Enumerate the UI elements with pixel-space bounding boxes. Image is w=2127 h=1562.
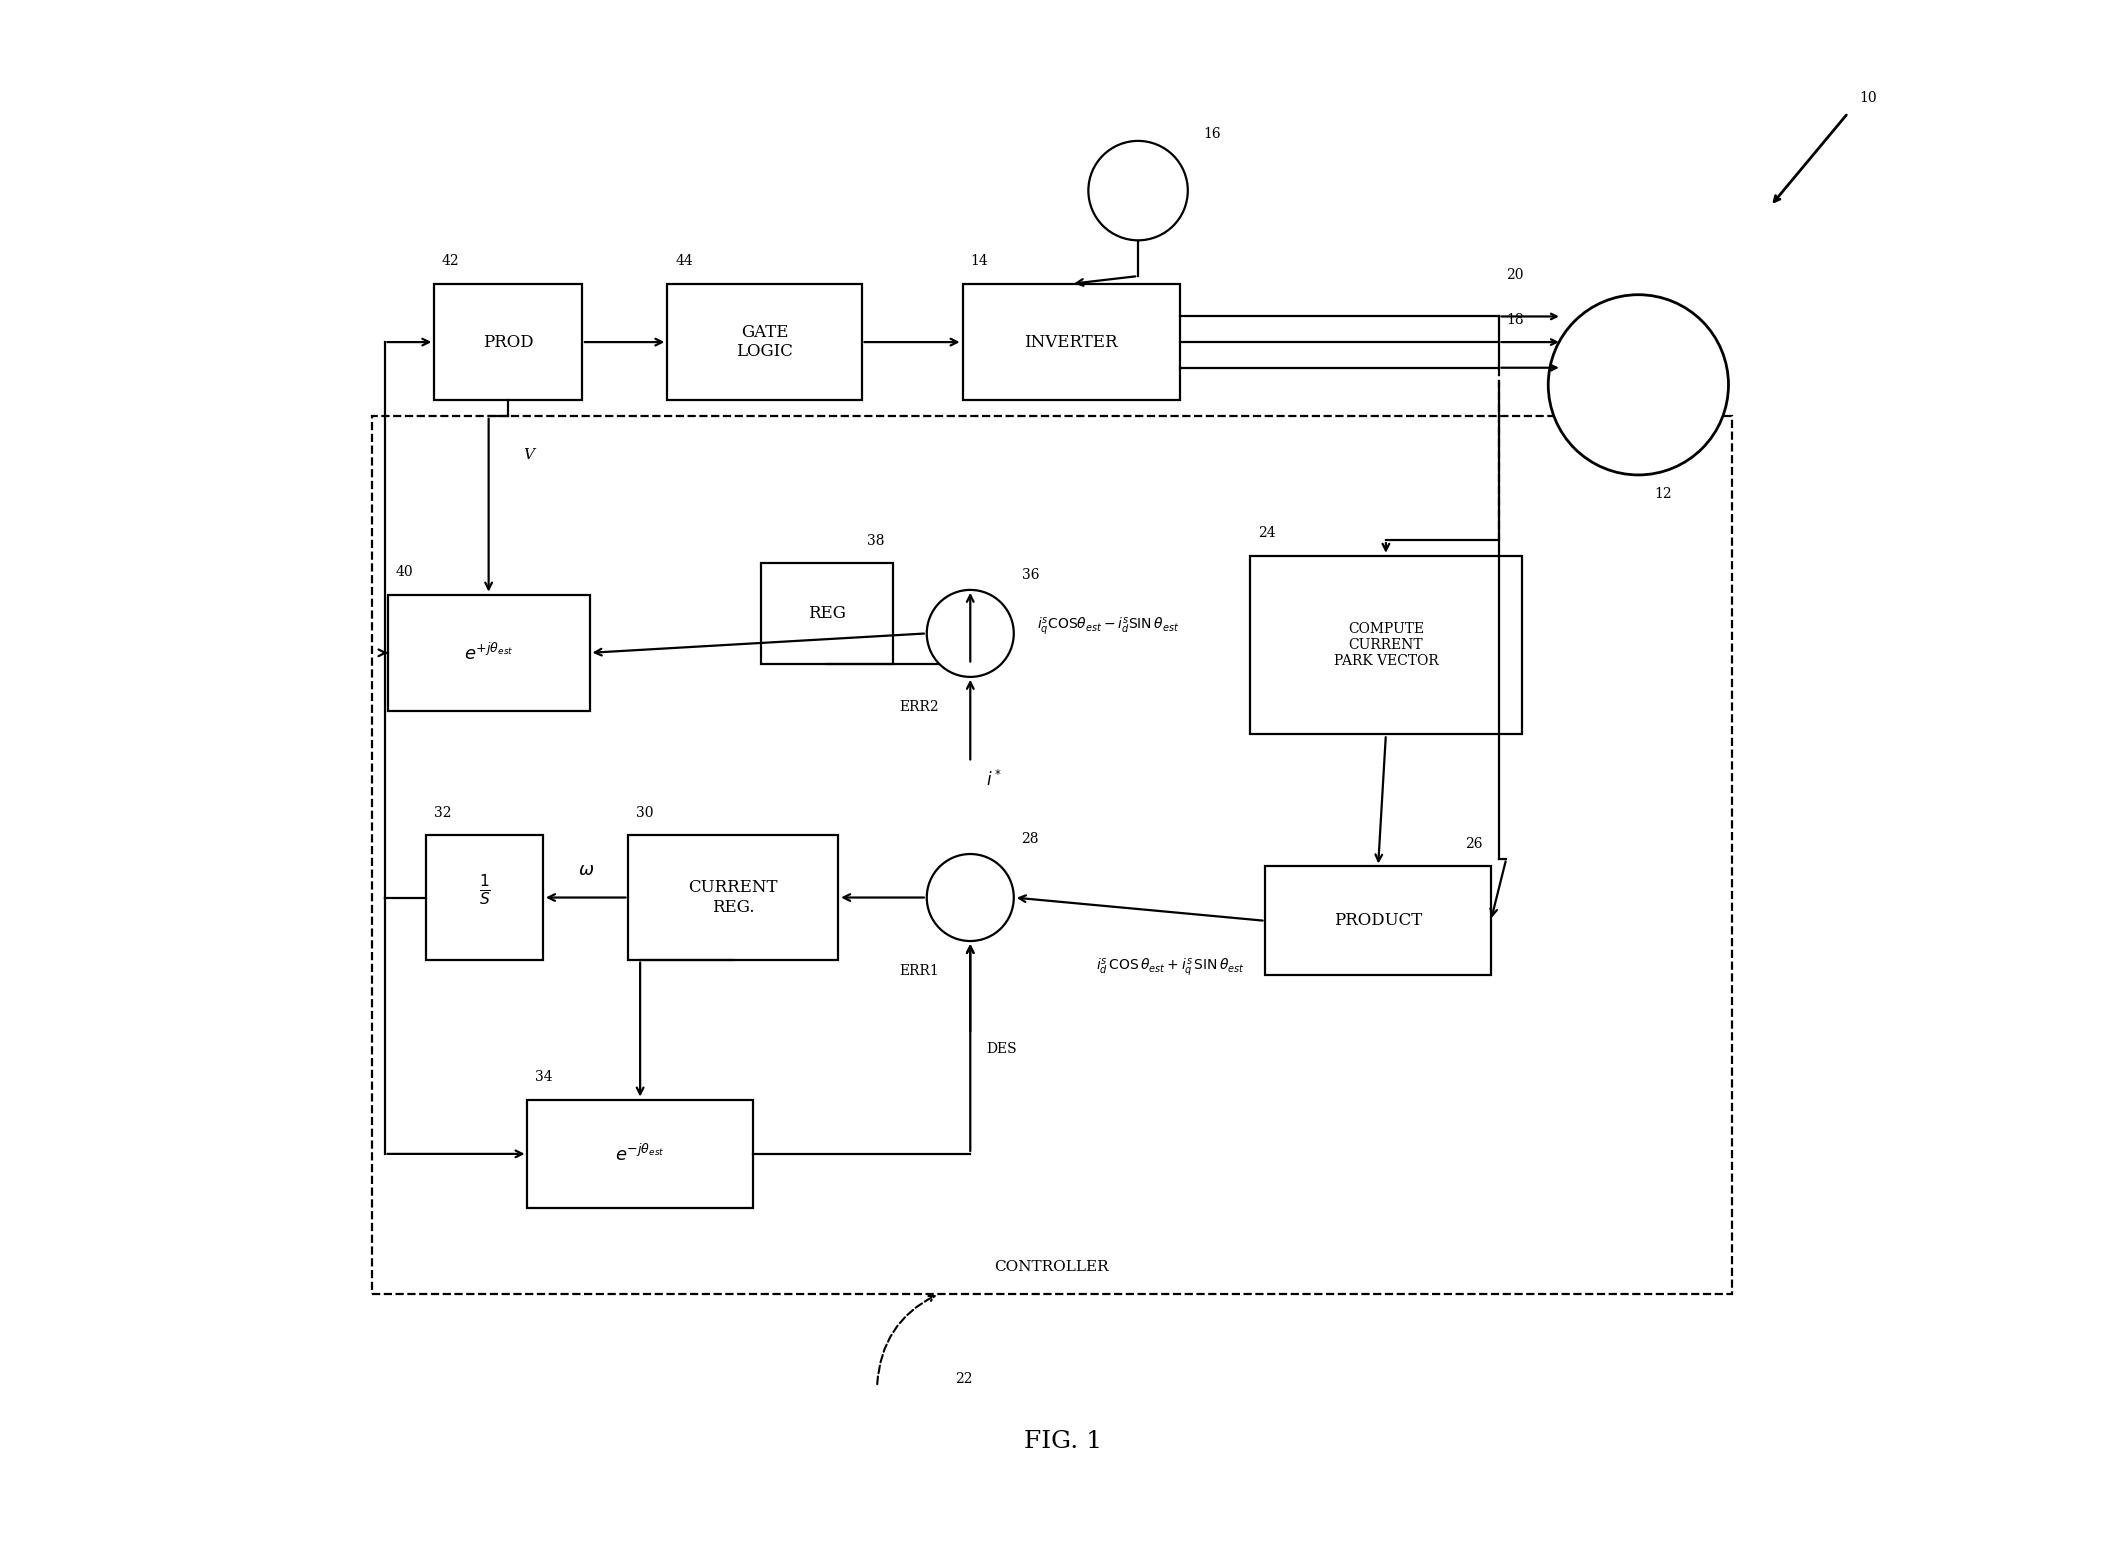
Text: GATE
LOGIC: GATE LOGIC xyxy=(736,323,793,361)
Text: 16: 16 xyxy=(1204,127,1221,141)
Text: −: − xyxy=(987,622,1000,636)
Text: ERR1: ERR1 xyxy=(900,964,938,978)
Circle shape xyxy=(927,590,1015,676)
Circle shape xyxy=(1548,295,1729,475)
Bar xyxy=(372,415,1731,1293)
Text: $\frac{1}{S}$: $\frac{1}{S}$ xyxy=(479,872,491,908)
Text: 40: 40 xyxy=(396,565,413,580)
Text: $i_q^s\mathrm{COS}\theta_{est}-i_d^s\mathrm{SIN}\,\theta_{est}$: $i_q^s\mathrm{COS}\theta_{est}-i_d^s\mat… xyxy=(1038,615,1178,637)
Text: 10: 10 xyxy=(1859,91,1876,105)
Text: 42: 42 xyxy=(442,255,459,269)
Bar xyxy=(761,564,893,664)
Text: FIG. 1: FIG. 1 xyxy=(1025,1429,1102,1453)
Text: INVERTER: INVERTER xyxy=(1025,334,1119,350)
Text: 38: 38 xyxy=(868,534,885,548)
Bar xyxy=(527,1100,753,1209)
Text: PRODUCT: PRODUCT xyxy=(1334,912,1423,929)
Bar xyxy=(428,836,542,959)
Text: +: + xyxy=(989,886,1000,900)
Text: +: + xyxy=(966,648,976,662)
Text: V: V xyxy=(523,448,534,462)
Bar xyxy=(668,284,861,400)
Text: 32: 32 xyxy=(434,806,451,820)
Text: 34: 34 xyxy=(536,1070,553,1084)
Text: CURRENT
REG.: CURRENT REG. xyxy=(689,879,778,915)
Bar xyxy=(964,284,1180,400)
Text: 28: 28 xyxy=(1021,833,1040,847)
Text: DES: DES xyxy=(985,1042,1017,1056)
Bar xyxy=(1266,867,1491,975)
Text: 36: 36 xyxy=(1021,569,1040,583)
Text: 20: 20 xyxy=(1506,269,1523,283)
Circle shape xyxy=(1089,141,1187,241)
Text: $e^{+j\theta_{est}}$: $e^{+j\theta_{est}}$ xyxy=(464,642,513,664)
Text: $i_d^s\,\mathrm{COS}\,\theta_{est}+i_q^s\,\mathrm{SIN}\,\theta_{est}$: $i_d^s\,\mathrm{COS}\,\theta_{est}+i_q^s… xyxy=(1095,956,1244,978)
Text: 30: 30 xyxy=(636,806,653,820)
Circle shape xyxy=(927,854,1015,940)
Text: COMPUTE
CURRENT
PARK VECTOR: COMPUTE CURRENT PARK VECTOR xyxy=(1334,622,1438,669)
Text: M: M xyxy=(1627,376,1648,394)
Bar xyxy=(627,836,838,959)
Text: 14: 14 xyxy=(970,255,989,269)
Text: 18: 18 xyxy=(1506,312,1523,326)
Text: $i^*$: $i^*$ xyxy=(985,770,1002,790)
Text: +: + xyxy=(966,912,976,926)
Text: 22: 22 xyxy=(955,1371,972,1385)
Text: 24: 24 xyxy=(1257,526,1276,540)
Text: S: S xyxy=(1132,183,1144,198)
Text: $\omega$: $\omega$ xyxy=(579,861,593,879)
Text: 12: 12 xyxy=(1655,487,1672,501)
Text: $e^{-j\theta_{est}}$: $e^{-j\theta_{est}}$ xyxy=(615,1143,666,1165)
Bar xyxy=(1251,556,1521,734)
Bar xyxy=(387,595,589,711)
Bar xyxy=(434,284,583,400)
Text: CONTROLLER: CONTROLLER xyxy=(995,1259,1108,1273)
Text: PROD: PROD xyxy=(483,334,534,350)
Text: ERR2: ERR2 xyxy=(900,700,938,714)
Text: 26: 26 xyxy=(1466,837,1483,851)
Text: REG: REG xyxy=(808,606,847,623)
Text: 44: 44 xyxy=(674,255,693,269)
